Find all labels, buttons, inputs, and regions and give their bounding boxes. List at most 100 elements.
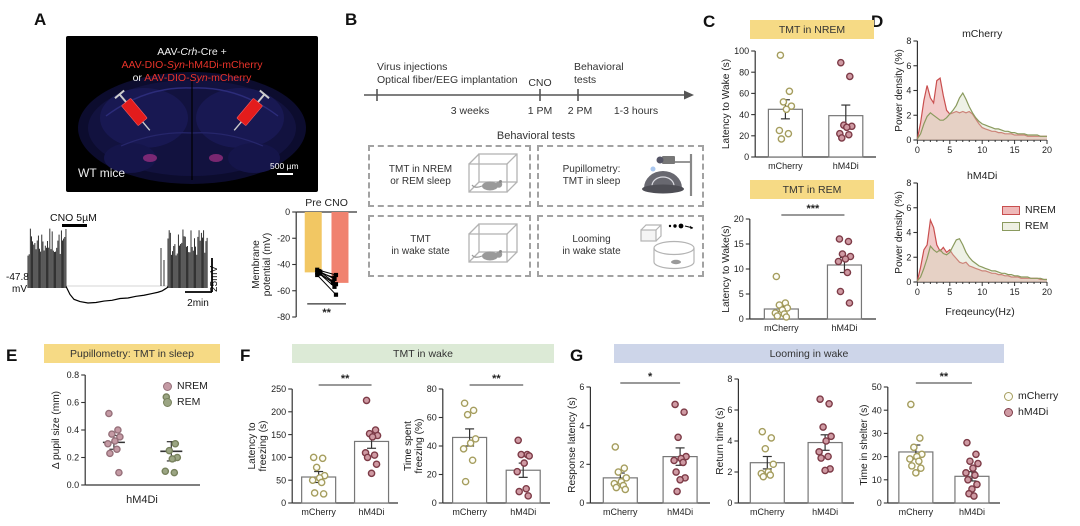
svg-text:freezing (s): freezing (s) xyxy=(258,421,269,472)
svg-text:200: 200 xyxy=(271,407,286,417)
svg-text:***: *** xyxy=(806,203,820,215)
svg-text:Response latency (s): Response latency (s) xyxy=(567,397,578,493)
svg-text:40: 40 xyxy=(739,110,749,120)
svg-text:40: 40 xyxy=(427,441,437,451)
svg-text:0: 0 xyxy=(432,498,437,508)
svg-text:15: 15 xyxy=(1010,287,1020,297)
svg-text:10: 10 xyxy=(977,287,987,297)
svg-text:mCherry: mCherry xyxy=(452,507,487,517)
svg-text:0: 0 xyxy=(906,135,911,145)
svg-text:50: 50 xyxy=(276,475,286,485)
svg-text:mCherry: mCherry xyxy=(301,507,336,517)
ephys-trace: CNO 5µM -47.8 mV 2min 25mV xyxy=(6,212,220,309)
legend-item-rem: REM xyxy=(163,396,208,408)
svg-text:20: 20 xyxy=(734,214,744,224)
panel-a-label: A xyxy=(34,10,47,29)
svg-text:8: 8 xyxy=(727,374,732,384)
svg-text:0.4: 0.4 xyxy=(67,425,80,435)
svg-text:30: 30 xyxy=(872,429,882,439)
header-pupillometry: Pupillometry: TMT in sleep xyxy=(44,344,220,363)
svg-text:Power density (%): Power density (%) xyxy=(894,49,905,132)
svg-text:0: 0 xyxy=(281,498,286,508)
svg-text:20: 20 xyxy=(1042,287,1052,297)
behavioral-tests-grid: TMT in NREM or REM sleep Pupillometry: TMT… xyxy=(368,145,704,279)
panel-e-label: E xyxy=(6,346,18,365)
svg-text:150: 150 xyxy=(271,430,286,440)
svg-text:Power density (%): Power density (%) xyxy=(894,191,905,274)
svg-text:0: 0 xyxy=(727,498,732,508)
svg-text:2: 2 xyxy=(579,460,584,470)
svg-text:80: 80 xyxy=(739,67,749,77)
test-box-looming: Looming in wake state xyxy=(537,215,704,277)
timeline-behav-label1: Behavioral xyxy=(574,61,624,73)
svg-text:20: 20 xyxy=(427,470,437,480)
legend-item-mcherry: mCherry xyxy=(1004,390,1058,402)
scale-bar-label: 500 µm xyxy=(270,161,299,171)
svg-text:**: ** xyxy=(322,307,331,319)
scale-bar xyxy=(277,173,293,175)
membrane-potential-chart: 0 -20 -40 -60 -80 Membrane potential (mV) Pre C… xyxy=(251,197,357,322)
svg-text:hM4Di: hM4Di xyxy=(959,507,985,517)
svg-text:2: 2 xyxy=(906,252,911,262)
panel-c-label: C xyxy=(703,12,716,31)
group-legend: mCherry hM4Di xyxy=(1004,390,1058,422)
svg-text:80: 80 xyxy=(427,384,437,394)
svg-text:-80: -80 xyxy=(277,312,290,322)
svg-text:mCherry: mCherry xyxy=(768,161,803,171)
timeline-cno-label: CNO xyxy=(528,77,551,89)
svg-text:0.6: 0.6 xyxy=(67,398,80,408)
svg-text:100: 100 xyxy=(734,46,749,56)
svg-text:hM4Di: hM4Di xyxy=(831,323,857,333)
pupil-size-chart: 0.0 0.2 0.4 0.6 0.8 Δ pupil size (mm) xyxy=(51,370,200,490)
svg-text:Return time (s): Return time (s) xyxy=(715,407,726,474)
hm4di-dot-swatch xyxy=(1004,407,1013,417)
time-scale-label: 2min xyxy=(187,298,209,309)
svg-text:Latency to Wake (s): Latency to Wake (s) xyxy=(721,59,732,149)
svg-text:10: 10 xyxy=(977,145,987,155)
svg-text:hM4Di: hM4Di xyxy=(510,507,536,517)
svg-text:0: 0 xyxy=(739,314,744,324)
brain-histology-image xyxy=(66,36,318,192)
test-box-tmt-wake: TMT in wake state xyxy=(368,215,531,277)
panel-b-label: B xyxy=(345,10,358,29)
sleep-state-legend: NREM REM xyxy=(1002,204,1056,236)
svg-text:8: 8 xyxy=(906,178,911,188)
svg-text:250: 250 xyxy=(271,384,286,394)
svg-text:60: 60 xyxy=(427,413,437,423)
legend-item-rem: REM xyxy=(1002,220,1056,232)
svg-text:20: 20 xyxy=(739,131,749,141)
svg-text:6: 6 xyxy=(727,405,732,415)
svg-text:15: 15 xyxy=(734,239,744,249)
nrem-swatch xyxy=(1002,205,1020,215)
svg-text:hM4Di: hM4Di xyxy=(833,161,859,171)
svg-text:15: 15 xyxy=(1010,145,1020,155)
virus-label-line1: AAV-Crh-Cre + xyxy=(157,46,227,58)
rem-swatch xyxy=(1002,221,1020,231)
svg-text:Latency to Wake(s): Latency to Wake(s) xyxy=(721,225,732,312)
experiment-timeline: Virus injections Optical fiber/EEG impla… xyxy=(364,61,694,117)
pupil-x-axis-label: hM4Di xyxy=(126,494,158,506)
timeline-implant-label: Optical fiber/EEG implantation xyxy=(377,74,518,86)
timeline-weeks-label: 3 weeks xyxy=(451,105,490,117)
svg-text:0: 0 xyxy=(579,498,584,508)
pupil-legend: NREM REM xyxy=(163,380,208,412)
voltage-scale-label: 25mV xyxy=(209,266,220,292)
svg-text:**: ** xyxy=(940,371,949,383)
svg-text:hM4Di: hM4Di xyxy=(812,507,838,517)
legend-item-nrem: NREM xyxy=(1002,204,1056,216)
svg-text:*: * xyxy=(648,371,653,383)
svg-text:0.8: 0.8 xyxy=(67,370,80,380)
baseline-voltage-label: -47.8 xyxy=(6,272,29,283)
test-box-pupillometry: Pupillometry: TMT in sleep xyxy=(537,145,704,207)
return-time-chart: 0 2 4 6 8 Return time (s) mCherry hM4Di xyxy=(715,374,854,517)
panel-g-label: G xyxy=(570,346,584,365)
panel-d-label: D xyxy=(871,12,884,31)
pupillometry-icon xyxy=(642,154,693,196)
svg-text:4: 4 xyxy=(906,228,911,238)
svg-text:10: 10 xyxy=(734,264,744,274)
svg-text:Latency to: Latency to xyxy=(247,422,258,469)
